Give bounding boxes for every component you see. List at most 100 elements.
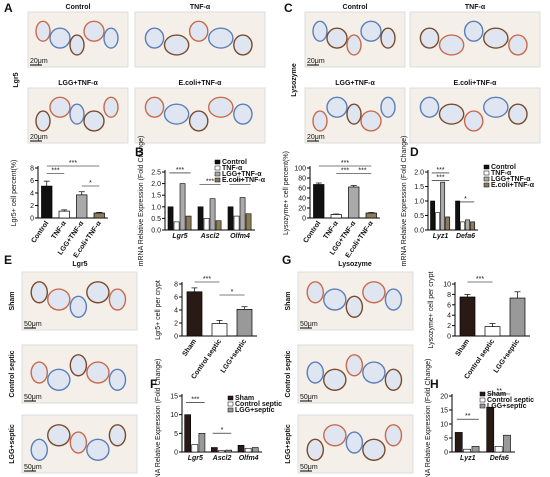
significance: ** — [497, 388, 503, 395]
y-tick-label: 80 — [298, 176, 306, 183]
x-tick-label: Control — [30, 220, 50, 244]
significance: *** — [191, 396, 199, 403]
tissue — [384, 288, 403, 311]
bar — [445, 216, 451, 231]
tissue — [207, 96, 234, 118]
y-tick-label: 2 — [174, 321, 178, 328]
legend-swatch — [483, 176, 490, 182]
x-tick-label: Ascl2 — [200, 233, 220, 240]
y-tick-label: 10 — [443, 282, 451, 289]
significance: * — [89, 180, 92, 187]
significance: * — [464, 196, 467, 203]
tissue — [346, 103, 362, 125]
scale-bar: 20μm — [307, 134, 325, 141]
significance: * — [231, 289, 234, 296]
bar — [211, 447, 218, 453]
tissue — [108, 288, 127, 311]
tissue — [47, 288, 71, 311]
bar — [209, 198, 216, 231]
tissue — [362, 281, 386, 304]
stain-marker: Lysozyme — [291, 63, 298, 97]
tissue — [207, 27, 234, 49]
tissue — [163, 103, 190, 125]
tissue — [323, 424, 347, 447]
tissue — [86, 438, 110, 461]
tissue — [380, 27, 396, 49]
y-tick-label: 2.0 — [414, 170, 424, 177]
tissue — [47, 368, 71, 391]
bar — [313, 184, 325, 219]
significance: *** — [358, 168, 366, 175]
tissue — [345, 431, 364, 454]
x-tick-label: Lgr5 — [172, 233, 187, 240]
significance: *** — [206, 179, 214, 186]
panel-label: E — [4, 253, 12, 267]
legend-label: Sham — [487, 391, 506, 398]
bar — [185, 215, 192, 231]
tissue — [144, 96, 165, 118]
bar — [509, 297, 526, 337]
legend-label: Control — [222, 159, 247, 166]
tissue — [30, 438, 49, 461]
tissue — [86, 281, 110, 304]
tissue — [312, 20, 328, 42]
y-tick-label: 5 — [444, 436, 448, 443]
bar — [460, 221, 466, 231]
y-tick-label: 8 — [30, 166, 34, 173]
tissue — [103, 27, 119, 49]
tissue — [312, 110, 328, 132]
x-tick-label: TNF-α — [323, 220, 341, 241]
y-tick-label: 1.5 — [151, 193, 161, 200]
bar — [218, 450, 225, 453]
y-tick-label: 0 — [174, 334, 178, 341]
bar — [365, 212, 377, 219]
legend-swatch — [227, 407, 234, 413]
y-tick-label: 10 — [170, 412, 178, 419]
y-tick-label: 2 — [447, 323, 451, 330]
image-label: LGG+septic — [9, 424, 16, 464]
legend-label: E.coli+TNF-α — [222, 177, 266, 184]
tissue — [384, 424, 403, 447]
x-tick-label: Olfm4 — [230, 233, 250, 240]
image-label: E.coli+TNF-α — [178, 80, 222, 87]
legend-swatch — [479, 391, 486, 397]
y-tick-label: 8 — [174, 282, 178, 289]
y-tick-label: 2.5 — [151, 170, 161, 177]
tissue — [233, 34, 253, 56]
tissue — [360, 20, 382, 42]
bar — [179, 183, 186, 231]
tissue — [49, 27, 71, 49]
bar — [203, 218, 210, 231]
x-tick-label: Lyz1 — [433, 233, 449, 240]
panel-label: C — [284, 1, 293, 15]
y-tick-label: 15 — [170, 394, 178, 401]
significance: *** — [69, 160, 77, 167]
tissue — [233, 103, 253, 125]
scale-bar: 20μm — [30, 58, 48, 65]
scale-bar: 50μm — [300, 464, 318, 471]
legend-swatch — [483, 164, 490, 170]
significance: *** — [476, 276, 484, 283]
significance: *** — [341, 168, 349, 175]
y-tick-label: 10 — [440, 422, 448, 429]
panel-label: G — [282, 253, 291, 267]
bar — [186, 291, 203, 337]
y-tick-label: 8 — [447, 292, 451, 299]
legend-label: Sham — [235, 395, 254, 402]
stain-marker: Lgr5 — [72, 261, 87, 268]
tissue — [345, 354, 364, 377]
panel-label: A — [4, 1, 13, 15]
bar — [173, 221, 180, 231]
bar — [348, 186, 360, 219]
tissue — [419, 96, 440, 118]
y-axis-label: mRNA Relative Expression (Fold Change) — [138, 136, 145, 267]
bar — [167, 206, 174, 231]
image-label: Control septic — [9, 350, 16, 397]
x-tick-label: Defa6 — [490, 455, 509, 462]
tissue — [69, 295, 88, 318]
y-axis-label: mRNA Relative Expression (Fold Change) — [401, 136, 408, 267]
tissue — [103, 96, 119, 118]
tissue — [346, 34, 362, 56]
tissue — [188, 20, 209, 42]
